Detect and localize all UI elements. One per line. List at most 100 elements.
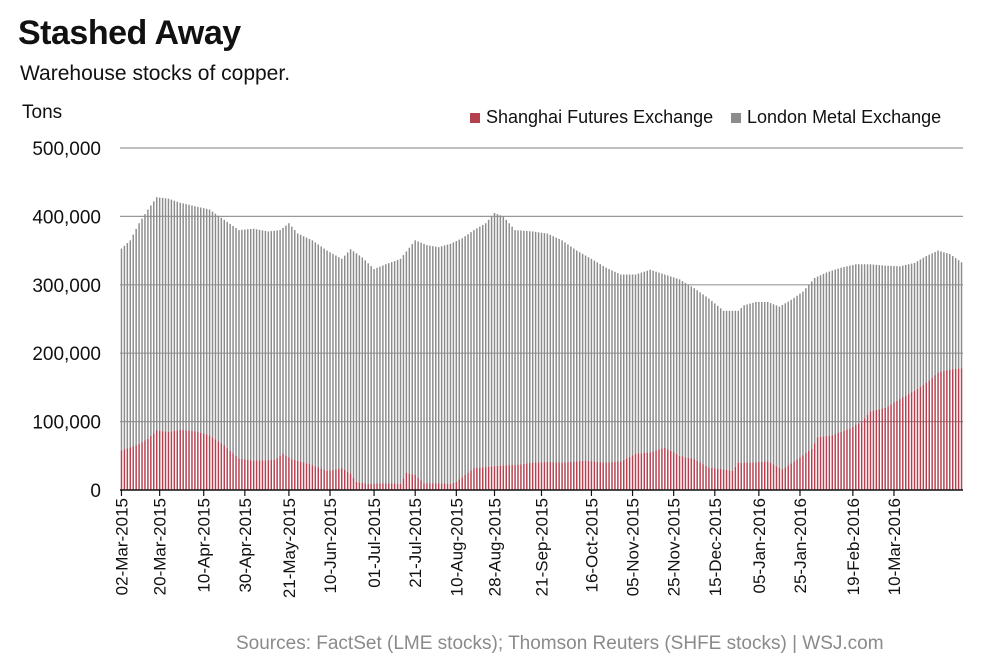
lme-bar (517, 230, 519, 465)
shfe-bar (631, 455, 634, 490)
shfe-bar (367, 483, 369, 490)
shfe-bar (943, 370, 945, 490)
lme-bar (678, 279, 681, 456)
shfe-bar (252, 460, 255, 490)
lme-bar (796, 295, 798, 460)
lme-bar (314, 242, 317, 467)
lme-bar (887, 265, 889, 407)
lme-bar (296, 233, 299, 461)
shfe-bar (291, 459, 293, 490)
lme-bar (719, 308, 722, 470)
shfe-bar (120, 450, 123, 490)
shfe-bar (279, 455, 281, 490)
lme-bar (188, 204, 190, 431)
lme-bar (957, 260, 960, 369)
shfe-bar (922, 384, 925, 490)
shfe-bar (664, 447, 666, 490)
shfe-bar (731, 470, 734, 490)
chart-title: Stashed Away (18, 14, 241, 52)
shfe-bar (558, 462, 560, 490)
lme-bar (440, 246, 443, 484)
lme-bar (793, 297, 795, 462)
lme-bar (220, 217, 223, 444)
shfe-bar (684, 457, 687, 490)
lme-bar (294, 230, 296, 461)
lme-bar (458, 239, 460, 480)
lme-bar (417, 241, 419, 478)
shfe-bar (722, 469, 725, 490)
lme-bar (711, 300, 713, 468)
shfe-bar (332, 469, 334, 490)
shfe-bar (863, 418, 866, 490)
lme-bar (452, 242, 455, 483)
shfe-bar (517, 464, 519, 490)
shfe-bar (376, 483, 378, 490)
shfe-bar (341, 468, 343, 490)
x-tick-label: 28-Aug-2015 (486, 498, 505, 596)
lme-bar (623, 274, 625, 460)
legend-label-lme: London Metal Exchange (747, 107, 942, 127)
shfe-bar (470, 470, 472, 490)
shfe-bar (261, 460, 264, 490)
shfe-bar (893, 402, 895, 490)
legend-item-shfe: Shanghai Futures Exchange (470, 107, 713, 128)
lme-bar (934, 251, 936, 376)
shfe-bar (614, 461, 616, 490)
lme-bar (602, 265, 604, 463)
shfe-bar (138, 443, 140, 490)
shfe-bar (484, 467, 487, 490)
shfe-bar (217, 441, 220, 490)
shfe-bar (511, 464, 513, 490)
lme-bar (252, 228, 255, 461)
shfe-bar (599, 462, 601, 490)
lme-bar (305, 237, 308, 464)
shfe-bar (479, 467, 481, 490)
lme-bar (884, 265, 886, 408)
lme-bar (355, 253, 358, 482)
shfe-bar (652, 451, 654, 490)
shfe-bar (235, 455, 237, 490)
lme-bar (705, 296, 707, 466)
lme-bar (273, 230, 275, 460)
lme-bar (514, 230, 516, 465)
shfe-bar (211, 437, 214, 490)
shfe-bar (778, 467, 781, 490)
lme-bar (802, 291, 804, 456)
lme-bar (382, 265, 384, 484)
x-tick-label: 20-Mar-2015 (151, 498, 170, 595)
lme-bar (443, 245, 446, 484)
lme-bar (155, 197, 158, 431)
lme-bar (675, 278, 678, 455)
lme-bar (819, 275, 822, 437)
lme-bar (164, 198, 167, 432)
shfe-bar (846, 429, 848, 490)
shfe-bar (314, 466, 317, 490)
lme-bar (943, 252, 945, 371)
shfe-bar (147, 438, 149, 490)
shfe-bar (734, 466, 737, 490)
lme-bar (684, 282, 687, 458)
lme-bar (487, 219, 490, 467)
shfe-bar (887, 406, 889, 490)
shfe-bar (784, 467, 787, 490)
lme-bar (200, 207, 202, 433)
shfe-bar (634, 453, 637, 490)
lme-bar (435, 246, 437, 484)
shfe-bar (717, 468, 719, 490)
shfe-bar (200, 432, 202, 490)
shfe-bar (273, 459, 275, 490)
shfe-bar (158, 430, 161, 490)
shfe-bar (238, 458, 240, 490)
shfe-bar (505, 465, 507, 490)
shfe-bar (813, 443, 816, 490)
lme-bar (191, 205, 193, 431)
shfe-bar (323, 469, 325, 490)
lme-bar (652, 270, 654, 452)
shfe-bar (884, 407, 886, 490)
lme-bar (617, 273, 619, 462)
lme-bar (167, 198, 170, 432)
shfe-bar (288, 457, 290, 490)
lme-bar (179, 202, 181, 430)
shfe-bar (834, 434, 836, 490)
lme-bar (526, 230, 528, 464)
